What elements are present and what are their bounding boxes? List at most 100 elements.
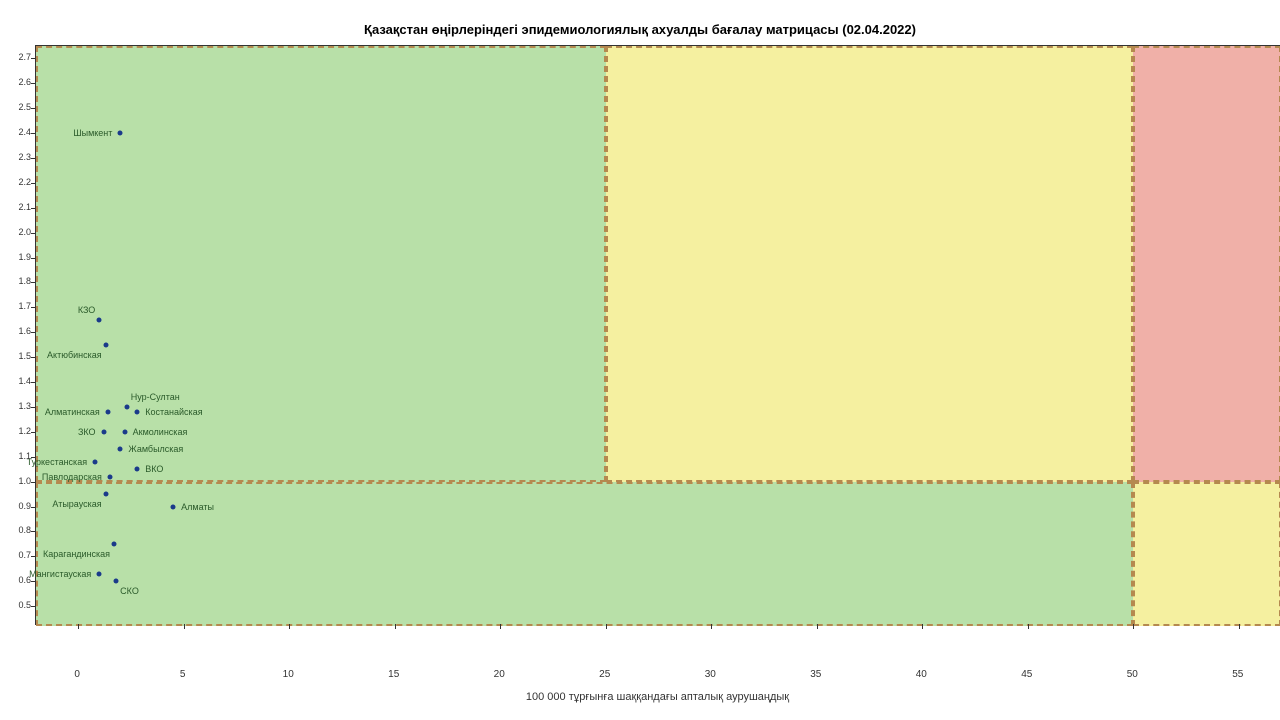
y-tick-mark: [31, 457, 36, 458]
data-point-label: СКО: [120, 586, 139, 596]
y-tick-label: 2.6: [7, 77, 31, 87]
x-tick-label: 30: [705, 669, 716, 680]
data-point: [93, 459, 98, 464]
data-point-label: Павлодарская: [42, 472, 102, 482]
y-tick-label: 1.1: [7, 451, 31, 461]
y-tick-mark: [31, 158, 36, 159]
y-tick-label: 0.6: [7, 575, 31, 585]
x-tick-label: 10: [283, 669, 294, 680]
y-tick-label: 1.2: [7, 426, 31, 436]
data-point-label: Акмолинская: [133, 427, 188, 437]
x-tick-label: 20: [494, 669, 505, 680]
data-point: [107, 474, 112, 479]
y-tick-label: 1.7: [7, 301, 31, 311]
x-tick-mark: [1133, 624, 1134, 629]
y-tick-mark: [31, 58, 36, 59]
x-tick-mark: [1239, 624, 1240, 629]
x-tick-mark: [606, 624, 607, 629]
y-tick-mark: [31, 208, 36, 209]
data-point: [124, 404, 129, 409]
data-point-label: Туркестанская: [27, 457, 87, 467]
y-tick-label: 0.8: [7, 525, 31, 535]
data-point-label: КЗО: [78, 305, 95, 315]
x-tick-mark: [78, 624, 79, 629]
x-tick-mark: [922, 624, 923, 629]
data-point: [97, 317, 102, 322]
data-point: [114, 579, 119, 584]
y-tick-mark: [31, 332, 36, 333]
data-point: [105, 409, 110, 414]
data-point-label: Алматы: [181, 502, 214, 512]
data-point-label: Мангистауская: [29, 569, 91, 579]
y-tick-label: 2.2: [7, 177, 31, 187]
risk-zone: [1133, 482, 1280, 626]
y-tick-label: 0.9: [7, 501, 31, 511]
y-tick-label: 2.7: [7, 52, 31, 62]
y-tick-mark: [31, 581, 36, 582]
x-tick-label: 50: [1127, 669, 1138, 680]
x-tick-mark: [289, 624, 290, 629]
data-point: [112, 541, 117, 546]
x-tick-mark: [711, 624, 712, 629]
y-tick-label: 1.6: [7, 326, 31, 336]
y-tick-label: 2.4: [7, 127, 31, 137]
y-tick-label: 1.4: [7, 376, 31, 386]
plot-region: ШымкентКЗОАктюбинскаяНур-СултанАлматинск…: [35, 45, 1280, 625]
y-tick-mark: [31, 133, 36, 134]
y-tick-label: 1.8: [7, 276, 31, 286]
x-tick-mark: [395, 624, 396, 629]
y-tick-mark: [31, 382, 36, 383]
y-tick-label: 1.9: [7, 252, 31, 262]
data-point-label: Актюбинская: [47, 350, 102, 360]
y-tick-mark: [31, 357, 36, 358]
data-point: [118, 131, 123, 136]
x-tick-mark: [184, 624, 185, 629]
risk-zone: [1133, 46, 1280, 482]
y-tick-label: 2.0: [7, 227, 31, 237]
data-point: [122, 429, 127, 434]
y-tick-mark: [31, 507, 36, 508]
risk-zone: [36, 46, 606, 482]
chart-area: ШымкентКЗОАктюбинскаяНур-СултанАлматинск…: [35, 45, 1280, 665]
data-point-label: ВКО: [145, 464, 163, 474]
data-point-label: ЗКО: [78, 427, 96, 437]
data-point-label: Нур-Султан: [131, 392, 180, 402]
x-tick-label: 40: [916, 669, 927, 680]
data-point: [103, 342, 108, 347]
data-point: [97, 571, 102, 576]
y-tick-mark: [31, 233, 36, 234]
x-tick-mark: [1028, 624, 1029, 629]
data-point-label: Атырауская: [52, 499, 101, 509]
y-tick-mark: [31, 282, 36, 283]
y-tick-label: 0.7: [7, 550, 31, 560]
x-tick-label: 45: [1021, 669, 1032, 680]
x-tick-label: 15: [388, 669, 399, 680]
risk-zone: [606, 46, 1134, 482]
data-point-label: Костанайская: [145, 407, 202, 417]
data-point: [171, 504, 176, 509]
data-point: [135, 409, 140, 414]
y-tick-mark: [31, 482, 36, 483]
y-tick-mark: [31, 432, 36, 433]
y-tick-label: 2.1: [7, 202, 31, 212]
x-tick-label: 5: [180, 669, 186, 680]
data-point-label: Карагандинская: [43, 549, 110, 559]
data-point: [135, 467, 140, 472]
data-point-label: Шымкент: [73, 128, 112, 138]
x-tick-label: 35: [810, 669, 821, 680]
data-point: [118, 447, 123, 452]
data-point: [101, 429, 106, 434]
y-tick-label: 1.0: [7, 476, 31, 486]
y-tick-mark: [31, 606, 36, 607]
data-point-label: Жамбылская: [128, 444, 183, 454]
y-tick-mark: [31, 83, 36, 84]
y-tick-label: 0.5: [7, 600, 31, 610]
y-tick-mark: [31, 183, 36, 184]
x-tick-label: 0: [74, 669, 80, 680]
y-tick-mark: [31, 556, 36, 557]
y-tick-mark: [31, 258, 36, 259]
x-axis-label: 100 000 тұрғынға шаққандағы апталық ауру…: [526, 691, 789, 703]
x-axis-ticks: 0510152025303540455055: [35, 669, 1280, 683]
y-tick-label: 1.3: [7, 401, 31, 411]
chart-title: Қазақстан өңірлеріндегі эпидемиологиялық…: [0, 0, 1280, 45]
